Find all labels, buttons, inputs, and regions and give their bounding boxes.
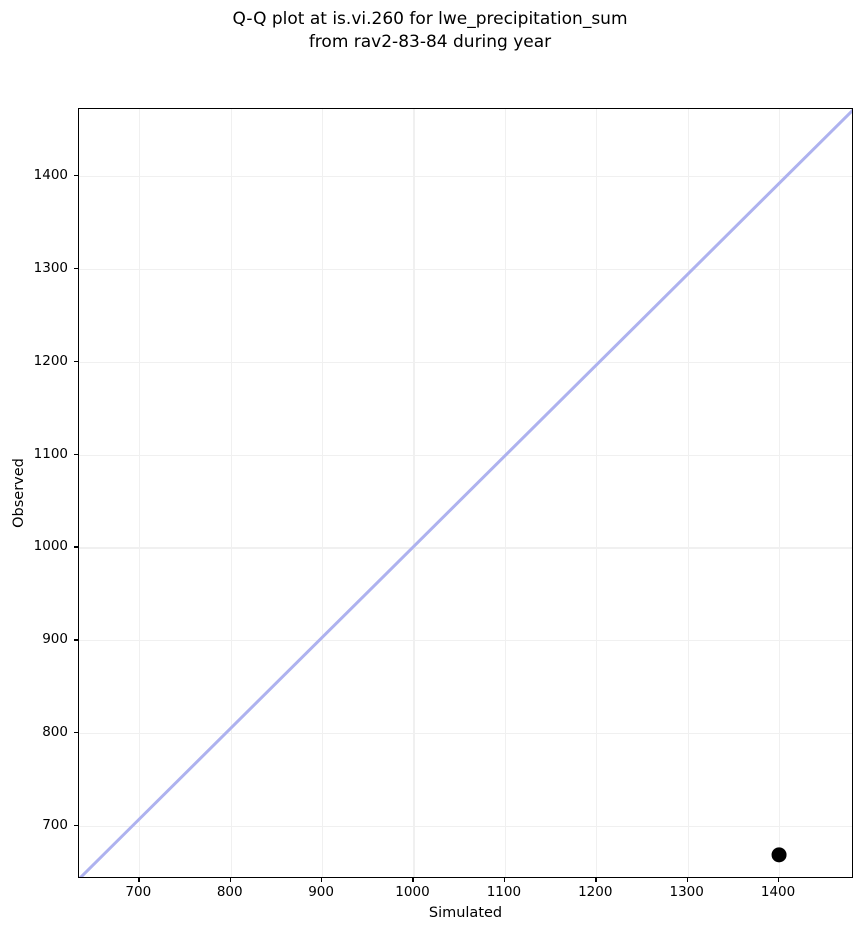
x-tick-mark: [595, 878, 597, 882]
x-tick-mark: [229, 878, 231, 882]
x-tick-label: 900: [308, 884, 334, 900]
x-tick-mark: [503, 878, 506, 882]
y-tick-mark: [74, 453, 78, 455]
y-axis-label: Observed: [11, 458, 27, 528]
y-tick-mark: [74, 732, 78, 734]
gridline-horizontal: [79, 826, 852, 828]
gridline-vertical: [230, 109, 232, 877]
y-tick-label: 1100: [33, 445, 68, 462]
y-tick-label: 900: [42, 631, 68, 648]
gridline-horizontal: [79, 640, 852, 642]
y-tick-label: 1300: [33, 259, 68, 276]
gridline-vertical: [596, 109, 598, 877]
x-axis-label: Simulated: [428, 905, 503, 921]
x-tick-mark: [778, 878, 780, 882]
x-tick-mark: [138, 878, 140, 882]
plot-area: [78, 108, 853, 878]
y-tick-mark: [74, 174, 78, 177]
x-tick-label: 1300: [669, 884, 704, 900]
y-tick-label: 1000: [33, 538, 68, 555]
x-tick-mark: [321, 878, 323, 882]
gridline-vertical: [504, 109, 506, 877]
y-tick-mark: [74, 360, 78, 362]
y-tick-mark: [74, 639, 78, 641]
gridline-vertical: [687, 109, 689, 877]
identity-reference-line: [79, 109, 852, 877]
gridline-vertical: [413, 109, 415, 877]
data-point: [771, 847, 787, 863]
gridline-horizontal: [79, 361, 852, 363]
x-tick-label: 700: [125, 884, 152, 900]
y-tick-mark: [74, 267, 78, 270]
data-layer: [79, 109, 852, 877]
gridlines: [79, 109, 852, 877]
x-tick-label: 800: [216, 884, 243, 900]
gridline-horizontal: [79, 547, 852, 549]
x-tick-label: 1000: [395, 884, 430, 900]
y-tick-mark: [74, 546, 78, 548]
gridline-horizontal: [79, 175, 852, 177]
gridline-vertical: [139, 109, 141, 877]
chart-canvas: [79, 109, 852, 877]
y-tick-label: 1400: [33, 166, 68, 183]
gridline-horizontal: [79, 268, 852, 270]
gridline-horizontal: [79, 733, 852, 735]
x-tick-label: 1100: [486, 884, 522, 900]
y-tick-label: 1200: [33, 352, 68, 369]
scatter-points: [771, 847, 787, 863]
gridline-vertical: [779, 109, 781, 877]
gridline-vertical: [322, 109, 324, 877]
x-tick-label: 1200: [578, 884, 613, 900]
reference-line: [79, 109, 852, 877]
y-tick-mark: [74, 825, 78, 827]
y-tick-label: 700: [42, 817, 68, 834]
x-tick-label: 1400: [760, 884, 796, 900]
page-title: Q-Q plot at is.vi.260 for lwe_precipitat…: [232, 9, 628, 52]
x-tick-mark: [412, 878, 414, 882]
gridline-horizontal: [79, 454, 852, 456]
y-tick-label: 800: [42, 724, 68, 741]
x-tick-mark: [686, 878, 688, 882]
